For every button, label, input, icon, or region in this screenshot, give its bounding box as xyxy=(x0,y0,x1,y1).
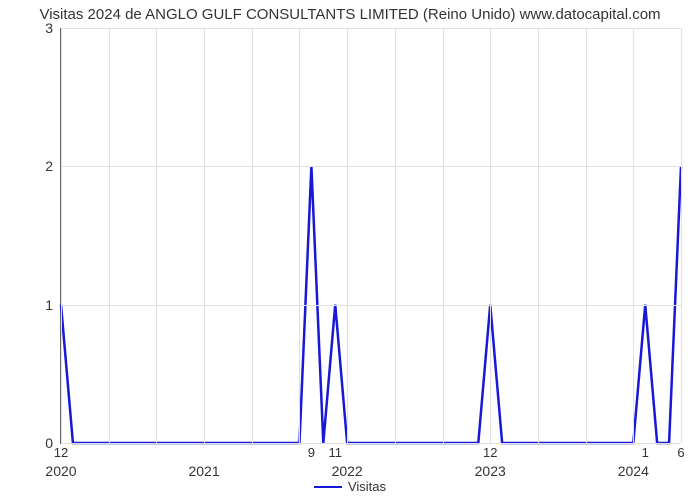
grid-line-v xyxy=(204,28,205,443)
data-point-label: 1 xyxy=(642,443,649,460)
grid-line-v xyxy=(109,28,110,443)
y-tick-label: 2 xyxy=(45,158,61,174)
data-point-label: 11 xyxy=(328,443,342,460)
legend-swatch xyxy=(314,486,342,488)
grid-line-h xyxy=(61,305,681,306)
data-point-label: 9 xyxy=(308,443,315,460)
plot-area: 012320202021202220232024129111216 xyxy=(60,28,681,444)
grid-line-v xyxy=(681,28,682,443)
grid-line-h xyxy=(61,28,681,29)
grid-line-v xyxy=(586,28,587,443)
y-tick-label: 1 xyxy=(45,297,61,313)
grid-line-v xyxy=(538,28,539,443)
data-point-label: 12 xyxy=(483,443,497,460)
grid-line-v xyxy=(347,28,348,443)
grid-line-h xyxy=(61,443,681,444)
grid-line-v xyxy=(156,28,157,443)
grid-line-v xyxy=(490,28,491,443)
data-point-label: 6 xyxy=(677,443,684,460)
data-point-label: 12 xyxy=(54,443,68,460)
grid-line-h xyxy=(61,166,681,167)
grid-line-v xyxy=(633,28,634,443)
grid-line-v xyxy=(299,28,300,443)
chart-title: Visitas 2024 de ANGLO GULF CONSULTANTS L… xyxy=(0,6,700,23)
grid-line-v xyxy=(252,28,253,443)
visits-chart: Visitas 2024 de ANGLO GULF CONSULTANTS L… xyxy=(0,0,700,500)
legend-item-visitas: Visitas xyxy=(314,479,386,494)
legend-label: Visitas xyxy=(348,479,386,494)
grid-line-v xyxy=(61,28,62,443)
grid-line-v xyxy=(443,28,444,443)
grid-line-v xyxy=(395,28,396,443)
y-tick-label: 3 xyxy=(45,20,61,36)
legend: Visitas xyxy=(0,475,700,495)
line-series xyxy=(61,28,681,443)
